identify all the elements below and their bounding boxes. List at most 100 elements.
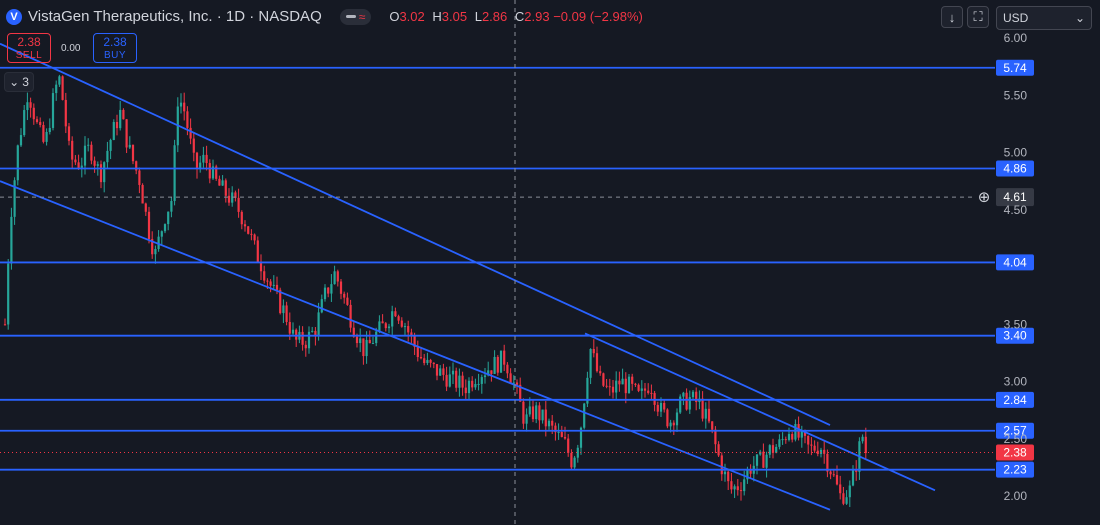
candle-body: [407, 326, 410, 333]
candle-body: [746, 469, 749, 480]
candle-body: [291, 329, 295, 334]
candle-body: [147, 211, 151, 240]
level-price-badge: [996, 59, 1034, 76]
candle-body: [509, 373, 512, 384]
candle-body: [691, 391, 695, 398]
candle-body: [256, 240, 259, 262]
symbol-title[interactable]: VistaGen Therapeutics, Inc. · 1D · NASDA…: [28, 8, 322, 25]
trendline[interactable]: [0, 42, 831, 426]
candle-body: [435, 364, 439, 376]
candle-body: [432, 362, 435, 365]
candle-body: [461, 375, 464, 388]
level-price-label: 2.84: [1003, 393, 1027, 407]
price-axis[interactable]: 6.00 5.50 5.00 4.50 3.50 3.00 2.50 2.00 2.38: [0, 31, 1034, 503]
candle-body: [186, 111, 189, 128]
candle-body: [535, 405, 538, 420]
candle-body: [384, 323, 387, 329]
candle-body: [93, 160, 96, 166]
price-tick-label: 2.50: [1004, 432, 1028, 446]
candle-body: [240, 211, 243, 225]
download-icon: ↓: [948, 9, 956, 25]
buy-price: 2.38: [103, 35, 127, 49]
candle-body: [695, 391, 698, 403]
candle-body: [832, 474, 835, 476]
candle-body: [618, 380, 621, 385]
candle-body: [701, 398, 704, 419]
candle-body: [560, 431, 563, 437]
candle-body: [682, 392, 685, 397]
sell-button[interactable]: 2.38 SELL: [7, 33, 51, 63]
candle-body: [403, 326, 407, 328]
candle-body: [672, 422, 675, 426]
candle-body: [487, 370, 490, 376]
candle-body: [506, 364, 509, 374]
candle-body: [80, 165, 83, 169]
candle-body: [359, 338, 362, 344]
candle-body: [794, 423, 797, 440]
candle-body: [503, 350, 506, 365]
candle-body: [387, 326, 391, 329]
candle-body: [16, 145, 19, 181]
buy-label: BUY: [103, 50, 127, 61]
buy-button[interactable]: 2.38 BUY: [93, 33, 137, 63]
candle-body: [301, 331, 304, 345]
candle-body: [666, 409, 669, 427]
open-value: 3.02: [399, 9, 425, 24]
trendline[interactable]: [584, 332, 936, 492]
candle-body: [253, 234, 256, 241]
high-value: 3.05: [441, 9, 468, 24]
candle-body: [448, 374, 451, 387]
candle-body: [704, 408, 707, 419]
candle-body: [573, 457, 576, 468]
trendlines[interactable]: [0, 42, 936, 511]
candle-body: [480, 377, 483, 384]
candle-body: [275, 284, 279, 290]
candle-body: [269, 281, 272, 286]
candle-body: [362, 338, 365, 357]
close-value: 2.93: [524, 9, 550, 24]
candle-body: [119, 109, 122, 129]
candle-body: [311, 330, 314, 332]
fullscreen-button[interactable]: ⛶: [967, 6, 989, 28]
spread-value: 0.00: [61, 43, 81, 54]
level-price-label: 3.40: [1003, 329, 1027, 343]
candle-body: [87, 144, 90, 146]
candle-body: [400, 320, 403, 327]
sell-label: SELL: [15, 50, 43, 61]
horizontal-levels[interactable]: 5.74 4.86 4.04 3.40 2.84 2.57 2.23: [0, 59, 1034, 478]
close-label: C: [514, 9, 525, 24]
candle-body: [339, 281, 343, 294]
candle-body: [611, 386, 615, 393]
candle-body: [42, 124, 45, 142]
candle-body: [784, 439, 787, 441]
indicators-collapse-button[interactable]: ⌄ 3: [4, 72, 34, 92]
candle-body: [429, 359, 432, 363]
candle-body: [720, 455, 723, 475]
visibility-toggle[interactable]: ≈: [339, 8, 372, 25]
candle-body: [208, 163, 211, 179]
candle-body: [154, 249, 157, 255]
candle-body: [288, 321, 291, 334]
download-button[interactable]: ↓: [941, 6, 963, 28]
candle-body: [192, 138, 195, 153]
candle-body: [266, 280, 269, 282]
candle-body: [490, 370, 493, 374]
price-tick-label: 4.50: [1004, 203, 1028, 217]
candle-body: [346, 297, 349, 305]
candle-body: [595, 353, 599, 372]
trendline[interactable]: [0, 180, 831, 511]
add-alert-icon[interactable]: ⊕: [978, 188, 991, 206]
candle-body: [528, 406, 531, 415]
currency-select[interactable]: USD ⌄: [996, 6, 1092, 30]
low-label: L: [474, 9, 482, 24]
candle-body: [365, 339, 368, 357]
candle-body: [183, 102, 186, 112]
candle-body: [99, 164, 103, 183]
candle-body: [707, 408, 711, 422]
candle-body: [314, 330, 317, 336]
price-tick-label: 2.00: [1004, 489, 1028, 503]
candle-body: [64, 99, 67, 127]
candle-body: [765, 454, 768, 468]
